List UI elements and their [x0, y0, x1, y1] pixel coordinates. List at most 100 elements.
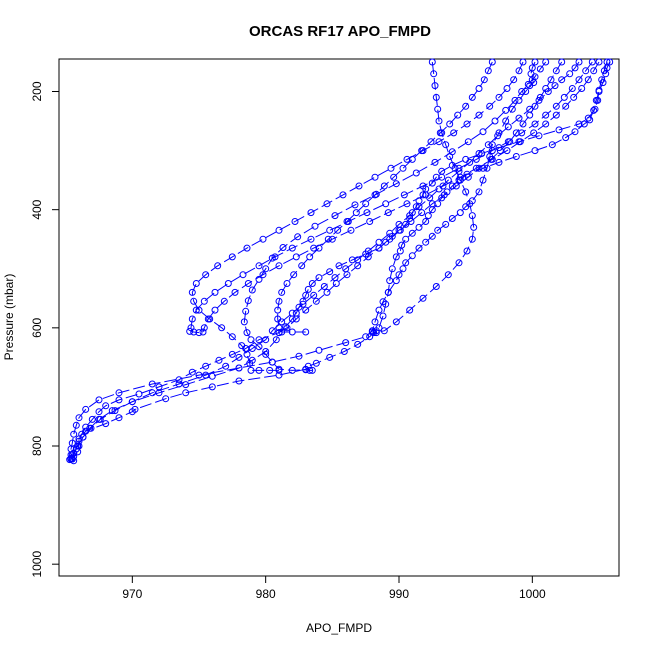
series-line: [202, 61, 600, 333]
data-point: [188, 315, 196, 323]
data-point: [395, 271, 403, 279]
data-point: [434, 105, 442, 113]
data-point: [255, 336, 263, 344]
data-point: [335, 262, 343, 270]
data-point: [392, 318, 400, 326]
data-point: [115, 414, 123, 422]
data-point: [343, 271, 351, 279]
data-point: [466, 158, 474, 166]
data-point: [418, 209, 426, 217]
data-point: [551, 82, 559, 90]
data-point: [475, 85, 483, 92]
data-point: [562, 102, 570, 110]
data-point: [428, 232, 436, 240]
data-point: [428, 200, 436, 208]
data-point: [530, 129, 538, 137]
data-point: [548, 141, 556, 149]
data-point: [403, 200, 411, 208]
data-point: [468, 212, 476, 220]
data-point: [339, 191, 347, 199]
profile-series: [67, 58, 539, 465]
data-point: [200, 297, 208, 305]
data-point: [255, 366, 263, 374]
data-point: [511, 96, 519, 104]
data-point: [431, 158, 439, 166]
data-point: [536, 65, 544, 73]
data-point: [494, 132, 502, 140]
data-point: [598, 76, 606, 84]
data-point: [275, 366, 283, 374]
data-point: [334, 226, 342, 234]
profile-series: [199, 58, 603, 336]
data-point: [111, 407, 119, 415]
data-point: [102, 420, 110, 428]
profile-series: [68, 58, 566, 463]
data-point: [371, 191, 379, 199]
data-point: [402, 220, 410, 228]
data-point: [442, 141, 450, 149]
data-point: [595, 58, 603, 66]
data-point: [148, 389, 156, 397]
data-point: [351, 201, 359, 209]
data-point: [595, 86, 603, 94]
data-point: [424, 212, 432, 220]
data-point: [115, 389, 123, 397]
data-point: [419, 294, 427, 302]
data-point: [308, 280, 316, 287]
data-point: [292, 315, 300, 323]
data-point: [323, 288, 331, 296]
data-point: [575, 120, 583, 128]
data-point: [484, 141, 492, 149]
data-point: [248, 286, 256, 294]
data-point: [312, 297, 320, 305]
data-point: [382, 200, 390, 208]
data-point: [531, 102, 539, 110]
data-point: [200, 324, 208, 332]
data-point: [504, 138, 512, 146]
data-point: [392, 277, 400, 285]
data-point: [224, 280, 232, 287]
data-point: [392, 180, 400, 188]
data-point: [74, 442, 82, 450]
data-point: [354, 262, 362, 270]
data-point: [578, 85, 586, 92]
data-point: [462, 102, 470, 110]
data-point: [495, 158, 503, 166]
data-point: [102, 402, 110, 410]
series-layer: [66, 58, 614, 465]
x-axis: 970 980 990 1000: [122, 575, 546, 601]
data-point: [274, 306, 282, 314]
data-point: [407, 218, 415, 225]
data-point: [502, 106, 510, 114]
data-point: [444, 271, 452, 279]
y-tick-label: 600: [30, 318, 44, 338]
data-point: [199, 328, 207, 336]
data-point: [128, 398, 136, 406]
data-point: [575, 76, 583, 84]
data-point: [272, 336, 280, 344]
data-point: [408, 252, 416, 260]
data-point: [502, 117, 510, 125]
data-point: [442, 220, 450, 228]
y-tick-label: 400: [30, 199, 44, 219]
data-point: [451, 164, 459, 172]
data-point: [508, 105, 516, 113]
data-point: [430, 70, 438, 78]
data-point: [371, 173, 379, 181]
data-point: [462, 188, 470, 196]
data-point: [288, 366, 296, 374]
data-point: [503, 147, 511, 155]
data-point: [531, 147, 539, 155]
data-point: [522, 88, 530, 95]
data-point: [571, 128, 579, 136]
data-point: [88, 415, 96, 423]
data-point: [306, 253, 314, 261]
x-tick-label: 970: [122, 587, 142, 601]
data-point: [244, 297, 252, 305]
data-point: [348, 256, 356, 264]
data-point: [452, 182, 460, 190]
series-line: [189, 61, 593, 334]
data-point: [392, 253, 400, 261]
data-point: [384, 288, 392, 296]
data-point: [519, 58, 527, 66]
